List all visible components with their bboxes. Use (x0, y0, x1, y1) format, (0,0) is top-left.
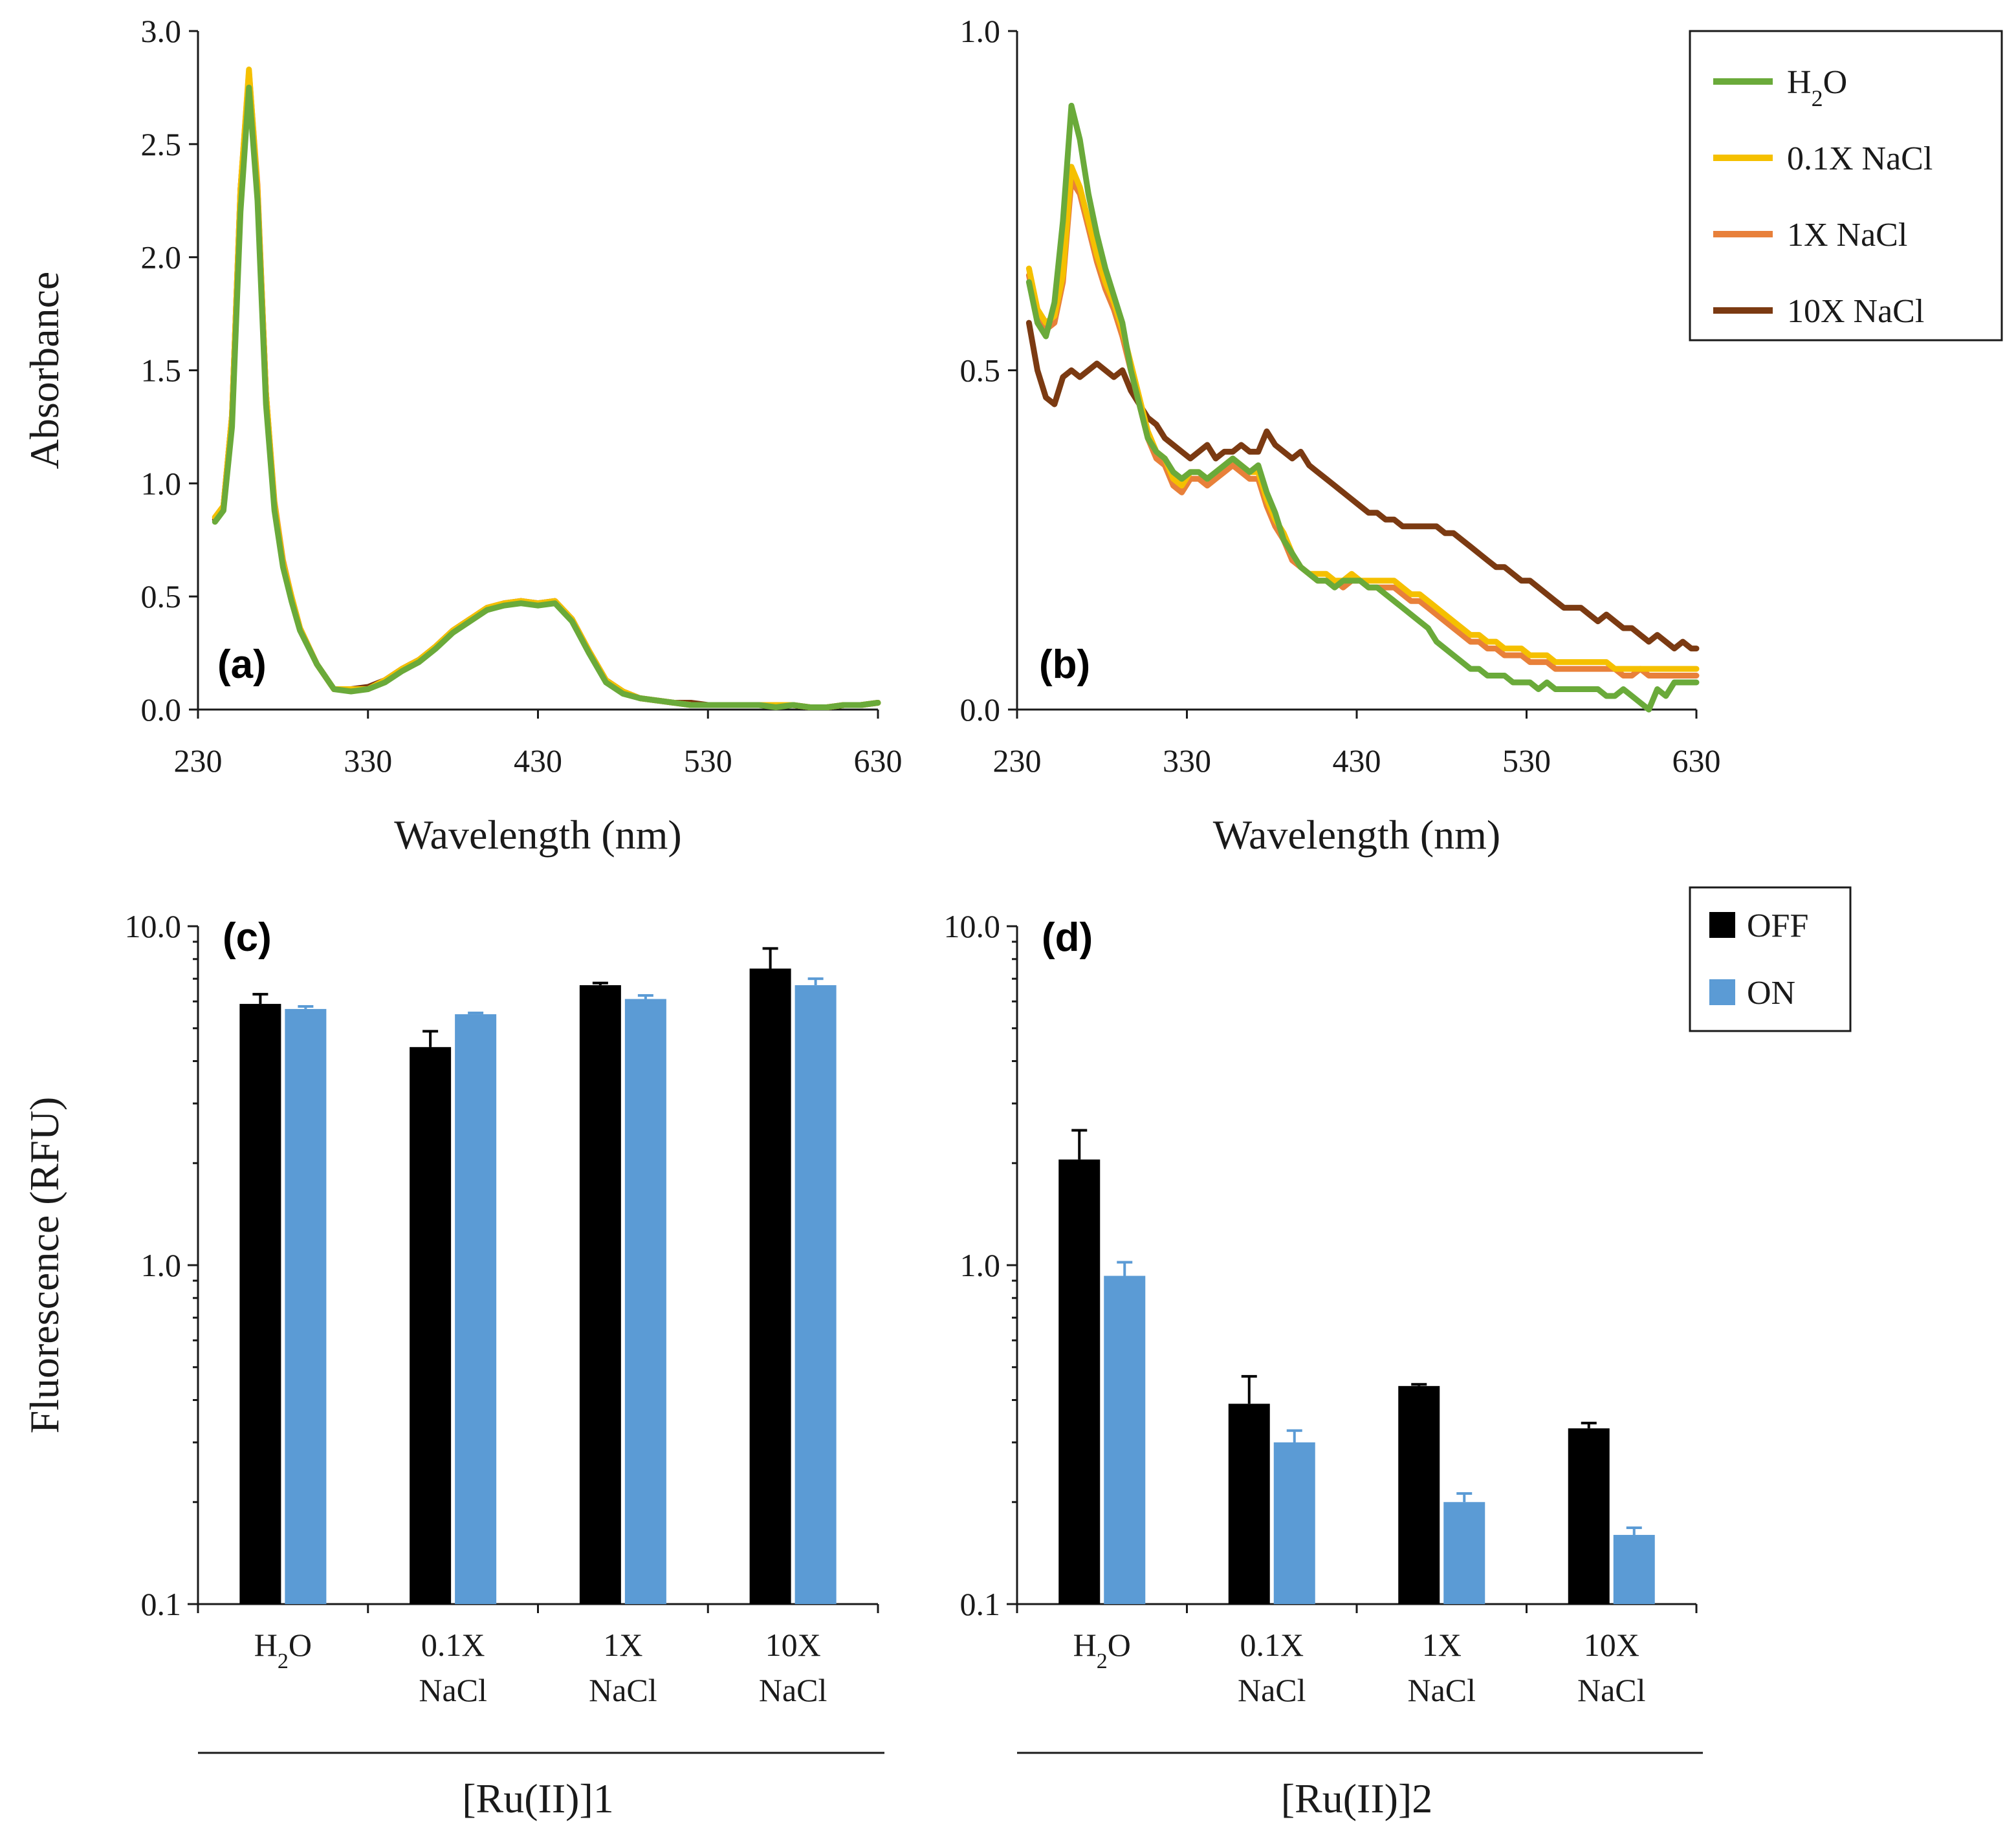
bar-off (410, 1047, 452, 1604)
bar-on (455, 1014, 497, 1604)
y-tick-label: 0.0 (960, 691, 1001, 728)
x-category-label: 0.1X (1240, 1627, 1304, 1663)
legend-frame (1689, 886, 1852, 1032)
bar-off (239, 1004, 281, 1604)
x-category-label-line2: NaCl (1577, 1672, 1646, 1708)
y-tick-label: 0.0 (141, 691, 182, 728)
bar-off (749, 968, 791, 1604)
y-tick-label: 10.0 (944, 908, 1001, 944)
x-category-label: 1X (1422, 1627, 1462, 1663)
panel-a-uv-vis-ru1: 0.0 0.5 1.0 1.5 2.0 2.5 3.0 230 330 430 530 630 Wave… (21, 13, 903, 858)
bar-on (1273, 1442, 1315, 1604)
legend-swatch (1709, 979, 1735, 1005)
panel-label: (c) (223, 915, 272, 960)
x-category-label-line2: NaCl (759, 1672, 827, 1708)
y-tick-label: 0.1 (960, 1586, 1001, 1622)
series-line-10x-nacl (212, 73, 881, 710)
x-tick-label: 230 (993, 743, 1042, 779)
y-tick-label: 1.0 (960, 13, 1001, 49)
series-line-0-1x-nacl (1025, 164, 1700, 672)
legend-label: 10X NaCl (1787, 293, 1924, 330)
x-category-label: H2O (254, 1627, 312, 1673)
bar-on (794, 985, 837, 1604)
x-category-label: H2O (1073, 1627, 1131, 1673)
y-tick-label: 0.5 (141, 578, 182, 614)
series-line-h2o (212, 84, 881, 710)
panel-d-fluorescence-ru2: 0.1 1.0 10.0 H2O 0.1X NaCl 1X NaCl 10X NaCl [Ru(II… (944, 886, 1852, 1821)
y-tick-label: 1.0 (141, 465, 182, 501)
y-tick-label: 2.5 (141, 126, 182, 162)
group-label: [Ru(II)]2 (1281, 1775, 1433, 1821)
x-tick-label: 530 (1502, 743, 1551, 779)
y-tick-label: 2.0 (141, 239, 182, 276)
y-axis-title: Fluorescence (RFU) (21, 1097, 67, 1434)
y-tick-label: 1.5 (141, 353, 182, 389)
legend-b: H2O 0.1X NaCl 1X NaCl 10X NaCl (1689, 30, 2003, 342)
x-category-label: 0.1X (421, 1627, 485, 1663)
x-category-label-line2: NaCl (1238, 1672, 1306, 1708)
bar-off (1568, 1428, 1610, 1604)
group-label: [Ru(II)]1 (462, 1775, 614, 1821)
x-category-label-line2: NaCl (1407, 1672, 1476, 1708)
panel-label: (d) (1042, 915, 1093, 960)
x-tick-label: 330 (344, 743, 392, 779)
x-category-label-line2: NaCl (589, 1672, 657, 1708)
series-line-h2o (1025, 102, 1700, 713)
bar-on (624, 999, 666, 1604)
y-tick-label: 10.0 (125, 908, 182, 944)
legend-label: OFF (1747, 907, 1808, 944)
legend-label: 0.1X NaCl (1787, 140, 1933, 177)
y-tick-label: 0.5 (960, 353, 1001, 389)
x-tick-label: 430 (1333, 743, 1381, 779)
y-tick-label: 0.1 (141, 1586, 182, 1622)
x-category-label-line2: NaCl (419, 1672, 487, 1708)
x-category-label: 10X (765, 1627, 821, 1663)
x-tick-label: 430 (514, 743, 562, 779)
legend-label: 1X NaCl (1787, 217, 1907, 254)
x-category-label: 10X (1584, 1627, 1639, 1663)
x-category-label: 1X (603, 1627, 642, 1663)
bar-off (1398, 1385, 1440, 1604)
bar-off (1228, 1404, 1270, 1604)
bar-on (1104, 1276, 1146, 1604)
panel-label: (a) (217, 642, 267, 687)
bar-on (285, 1008, 327, 1604)
x-axis-title: Wavelength (nm) (1213, 812, 1500, 858)
bar-off (1058, 1159, 1101, 1604)
y-axis-title: Absorbance (21, 272, 67, 470)
series-line-1x-nacl (1025, 177, 1700, 679)
legend-label: H2O (1787, 64, 1847, 111)
y-tick-label: 1.0 (960, 1247, 1001, 1283)
series-line-0-1x-nacl (212, 66, 881, 710)
bar-on (1443, 1502, 1485, 1604)
y-tick-label: 3.0 (141, 13, 182, 49)
x-tick-label: 230 (174, 743, 223, 779)
panel-b-uv-vis-ru2: 0.0 0.5 1.0 230 330 430 530 630 Wavelength (nm) (… (960, 13, 2003, 858)
series-line-1x-nacl (212, 69, 881, 710)
y-tick-label: 1.0 (141, 1247, 182, 1283)
x-tick-label: 630 (854, 743, 903, 779)
bar-on (1613, 1535, 1655, 1604)
x-axis-title: Wavelength (nm) (394, 812, 681, 858)
legend-swatch (1709, 912, 1735, 938)
legend-d: OFF ON (1689, 886, 1852, 1032)
x-tick-label: 530 (684, 743, 732, 779)
x-tick-label: 330 (1163, 743, 1211, 779)
x-tick-label: 630 (1672, 743, 1721, 779)
bar-off (579, 985, 621, 1604)
panel-label: (b) (1039, 642, 1090, 687)
panel-c-fluorescence-ru1: 0.1 1.0 10.0 H2O 0.1X NaCl 1X NaCl 10X NaCl [Ru(II… (21, 908, 884, 1821)
legend-label: ON (1747, 975, 1795, 1012)
